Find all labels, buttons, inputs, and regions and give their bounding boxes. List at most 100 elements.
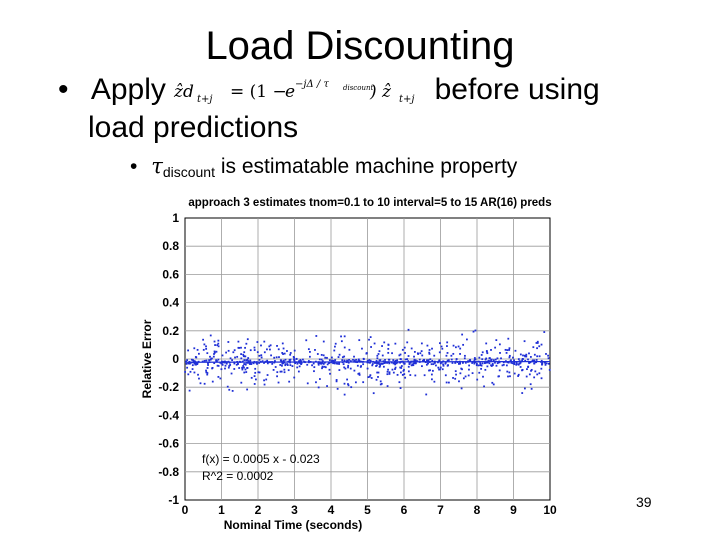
data-point [202,338,205,341]
data-point [189,362,191,365]
data-point [508,347,511,350]
data-point [413,359,416,362]
data-point [392,362,395,365]
data-point [420,342,423,345]
data-point [276,371,279,374]
data-point [452,377,454,379]
data-point [347,383,349,385]
data-point [286,350,288,352]
data-point [480,354,483,356]
data-point [334,359,337,361]
data-point [293,349,296,352]
data-point [336,362,339,365]
data-point [348,358,350,361]
data-point [445,354,448,357]
data-point [510,361,513,364]
bullet-marker: • [58,73,69,106]
x-tick-label: 8 [474,503,481,517]
x-tick-label: 9 [510,503,517,517]
data-point [413,350,416,353]
data-point [248,363,251,365]
data-point [371,363,374,365]
data-point [242,353,245,356]
data-point [404,352,406,354]
data-point [198,377,200,380]
data-point [263,379,265,382]
data-point [464,354,466,357]
data-point [369,374,372,377]
data-point [211,380,214,383]
data-point [461,368,463,371]
data-point [256,351,259,354]
data-point [496,362,499,365]
data-point [227,349,230,352]
data-point [541,361,544,364]
data-point [508,371,511,374]
data-point [422,359,425,361]
data-point [237,340,240,343]
data-point [432,363,435,366]
formula-exponent-sub: discount [343,84,373,92]
bullet-apply-lead: Apply [90,73,166,106]
data-point [381,354,384,357]
data-point [309,350,311,353]
data-point [260,354,263,357]
data-point [413,358,416,361]
data-point [425,393,428,396]
data-point [252,362,255,365]
data-point [289,358,292,361]
data-point [472,330,475,333]
data-point [538,345,541,348]
data-point [392,371,395,374]
data-point [189,370,192,373]
data-point [450,354,453,357]
data-point [255,361,258,364]
data-point [283,352,286,355]
data-point [394,368,396,370]
data-point [548,369,551,371]
data-point [275,356,278,359]
data-point [270,354,272,357]
data-point [494,346,497,349]
data-point [376,357,379,360]
data-point [442,364,445,367]
data-point [319,378,321,380]
data-point [263,340,266,343]
data-point [293,376,296,379]
data-point [502,361,505,364]
data-point [276,344,278,347]
data-point [334,345,336,348]
x-tick-label: 10 [543,503,557,517]
data-point [194,362,197,364]
data-point [219,377,222,380]
data-point [403,368,405,371]
data-point [538,355,541,358]
data-point [500,357,502,360]
data-point [203,359,206,362]
data-point [485,357,488,360]
data-point [289,353,292,356]
data-point [441,368,444,371]
data-point [298,365,301,368]
data-point [473,358,476,361]
data-point [247,357,250,359]
data-point [447,381,450,384]
data-point [484,361,486,364]
data-point [430,373,433,376]
bullet-apply-tail: before using [434,73,600,106]
data-point [466,338,468,341]
data-point [221,354,224,357]
data-point [410,364,413,367]
data-point [459,362,462,365]
data-point [488,362,491,365]
data-point [376,354,379,357]
data-point [403,373,406,375]
data-point [386,361,389,364]
data-point [459,353,461,355]
data-point [408,363,411,365]
data-point [399,358,402,360]
data-point [317,386,320,389]
data-point [253,375,256,378]
data-point [541,362,544,365]
data-point [430,363,433,366]
